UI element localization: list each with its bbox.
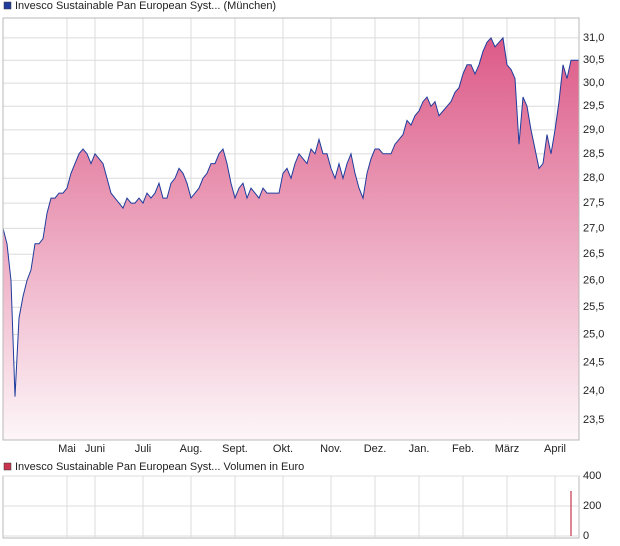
x-tick-label: Feb. — [452, 443, 474, 455]
x-tick-label: Aug. — [180, 443, 203, 455]
x-tick-label: Nov. — [320, 443, 342, 455]
y-tick-label: 29,0 — [583, 124, 604, 136]
volume-bar — [570, 491, 572, 536]
legend-label: Invesco Sustainable Pan European Syst...… — [15, 0, 276, 12]
y-tick-label: 28,0 — [583, 172, 604, 184]
y-tick-label: 26,5 — [583, 248, 604, 260]
x-tick-label: März — [495, 443, 519, 455]
legend-swatch — [3, 462, 12, 471]
legend-label: Invesco Sustainable Pan European Syst...… — [15, 461, 304, 473]
y-tick-label: 24,0 — [583, 385, 604, 397]
y-tick-label: 29,5 — [583, 100, 604, 112]
x-tick-label: Juni — [85, 443, 105, 455]
x-tick-label: Jan. — [409, 443, 430, 455]
y-tick-label: 200 — [583, 500, 601, 512]
x-tick-label: Sept. — [222, 443, 248, 455]
y-tick-label: 27,0 — [583, 222, 604, 234]
y-tick-label: 23,5 — [583, 414, 604, 426]
y-tick-label: 28,5 — [583, 148, 604, 160]
y-tick-label: 25,5 — [583, 301, 604, 313]
price-line — [2, 36, 579, 397]
x-tick-label: Okt. — [273, 443, 293, 455]
y-tick-label: 25,0 — [583, 328, 604, 340]
area-fill — [3, 37, 579, 441]
x-tick-label: April — [544, 443, 566, 455]
y-tick-label: 400 — [583, 470, 601, 482]
x-tick-label: Juli — [135, 443, 152, 455]
x-tick-label: Mai — [58, 443, 76, 455]
y-tick-label: 31,0 — [583, 32, 604, 44]
y-tick-label: 30,5 — [583, 54, 604, 66]
plot-frame — [2, 17, 580, 441]
y-tick-label: 27,5 — [583, 197, 604, 209]
legend-swatch — [3, 1, 12, 10]
x-tick-label: Dez. — [364, 443, 387, 455]
y-tick-label: 0 — [583, 530, 589, 542]
y-tick-label: 24,5 — [583, 356, 604, 368]
plot-frame — [2, 475, 580, 539]
y-tick-label: 30,0 — [583, 77, 604, 89]
y-tick-label: 26,0 — [583, 274, 604, 286]
